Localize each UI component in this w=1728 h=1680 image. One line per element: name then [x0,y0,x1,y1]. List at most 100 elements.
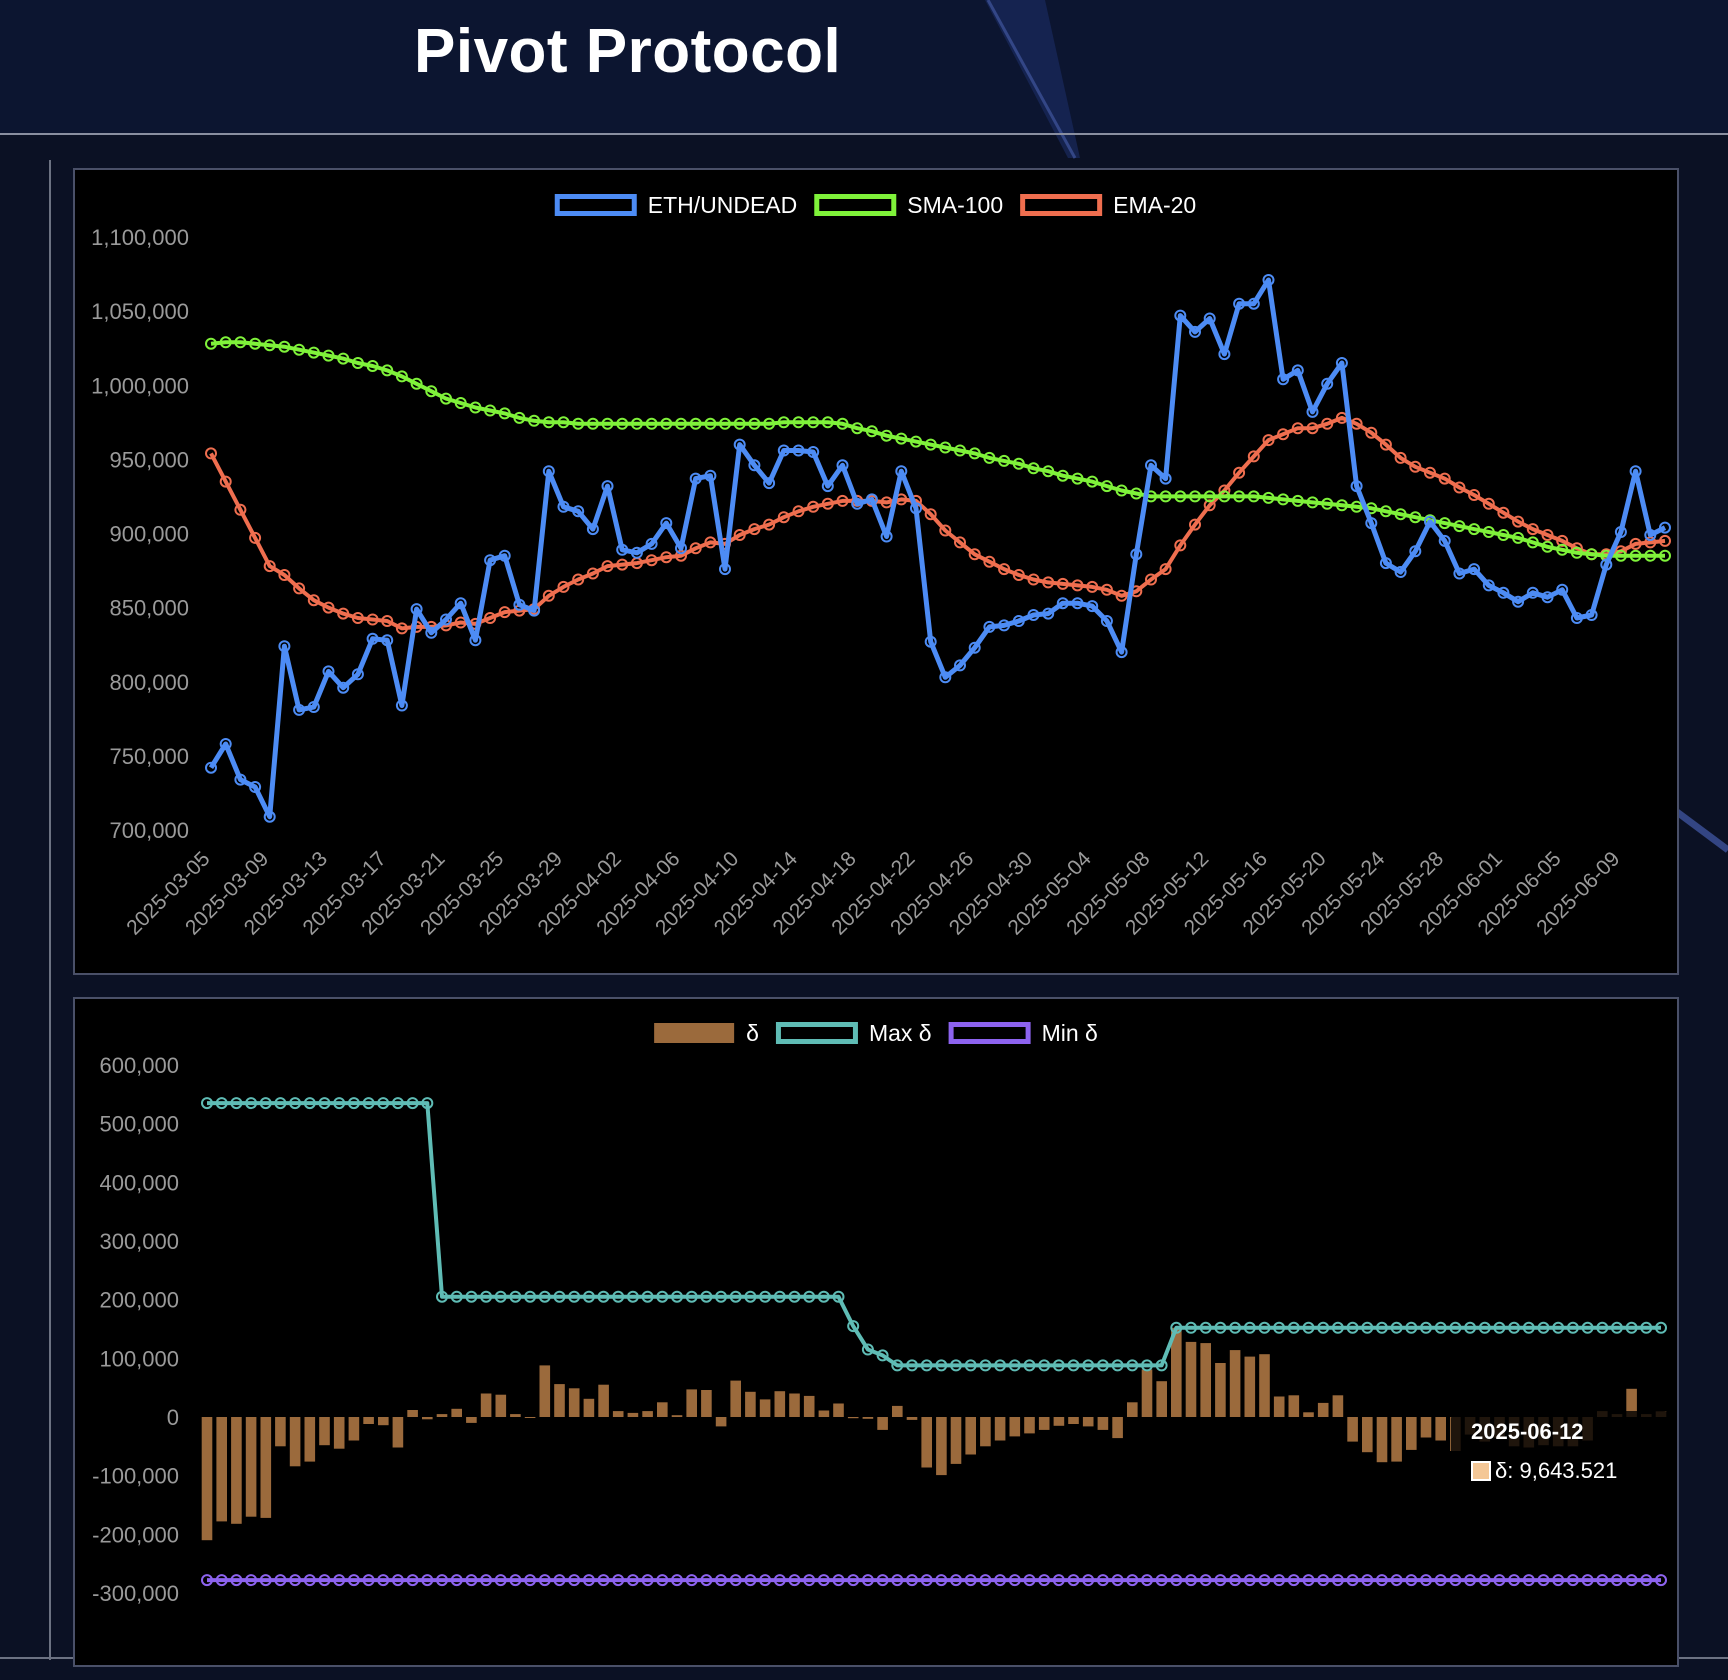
price-series-point [689,472,702,485]
sma-series-point [630,417,643,430]
max-delta-series-point [215,1097,228,1110]
max-delta-series-point [303,1097,316,1110]
min-delta-series-point [1390,1574,1403,1587]
max-delta-series-point [1610,1321,1623,1334]
sma-series-point [1056,469,1069,482]
max-delta-series-point [1214,1321,1227,1334]
min-delta-series-point [524,1574,537,1587]
sma-series-point [733,417,746,430]
min-delta-series-point [230,1574,243,1587]
max-delta-series-point [230,1097,243,1110]
min-delta-series-point [759,1574,772,1587]
min-delta-series-point [1243,1574,1256,1587]
ema-series-point [1438,472,1451,485]
delta-bar [1068,1417,1079,1424]
sma-series-point [1321,497,1334,510]
delta-bar [1391,1417,1402,1462]
max-delta-series-point [1346,1321,1359,1334]
delta-bar [759,1399,771,1417]
max-delta-series-line [207,1101,1661,1368]
min-delta-series-point [876,1574,889,1587]
price-series-point [542,465,555,478]
price-series-point [1365,517,1378,530]
min-delta-series-point [1067,1574,1080,1587]
max-delta-series-point [685,1290,698,1303]
sma-series-point [293,343,306,356]
min-delta-series-point [671,1574,683,1587]
ema-series-point [278,569,291,581]
min-delta-series-point [1023,1574,1036,1587]
ema-series-point [954,536,966,549]
max-delta-series-point [1537,1321,1550,1334]
price-series-point [910,502,922,515]
price-series-point [836,459,849,472]
max-delta-series-point [891,1359,904,1372]
ema-series-point [1541,529,1554,541]
sma-series-point [498,407,511,420]
max-delta-series-point [1434,1321,1447,1334]
min-delta-series-point [1331,1574,1344,1587]
max-delta-series-point [1361,1321,1374,1334]
sma-series-point [351,357,364,369]
delta-bar [1362,1417,1373,1453]
max-delta-series-point [803,1290,816,1303]
price-chart[interactable]: 700,000 750,000 800,000 850,000 900,000 950,0… [75,170,1677,973]
price-series-point [1526,586,1539,599]
ema-series-point [1482,497,1495,510]
price-series-point [249,781,262,793]
ema-series-point [1365,426,1378,439]
legend-label: EMA-20 [1113,192,1196,218]
max-delta-series-point [964,1359,977,1372]
ema-series-point [1159,563,1172,576]
min-delta-series-point [1258,1574,1271,1587]
sma-series-point [807,416,820,429]
price-series-point [880,530,893,543]
delta-bar [539,1365,551,1417]
price-series-point [1042,607,1055,620]
ema-series-point [1453,481,1466,494]
legend-swatch [554,194,637,216]
delta-bar [275,1417,286,1447]
ema-series-point [777,511,790,524]
max-delta-series-point [1155,1359,1168,1372]
max-delta-series-point [582,1290,595,1303]
delta-bar [612,1411,624,1417]
delta-bar [319,1417,330,1446]
delta-bar [877,1417,888,1430]
max-delta-series-point [1229,1321,1242,1334]
tooltip-series: δ [1495,1458,1508,1483]
sma-series-point [675,417,687,430]
price-series-point [469,634,482,647]
max-delta-series-point [847,1320,860,1333]
max-delta-series-point [1067,1359,1080,1372]
sma-series-point [557,416,570,429]
price-series-point [1291,364,1304,377]
max-delta-series-point [1375,1321,1388,1334]
ema-series-point [1086,580,1099,593]
sma-series-point [410,377,423,390]
y-tick-label: -300,000 [92,1581,179,1606]
y-tick-label: 100,000 [99,1346,179,1371]
max-delta-series-point [1243,1321,1256,1334]
price-series-point [366,632,379,645]
min-delta-series-point [685,1574,698,1587]
min-delta-series-point [1625,1574,1638,1587]
max-delta-series-point [1111,1359,1124,1372]
price-series-point [395,699,408,712]
price-series-point [1130,548,1143,561]
price-series-point [1409,545,1422,558]
min-delta-series-point [377,1574,390,1587]
sma-series-point [1247,490,1260,503]
sma-series-point [1335,499,1348,512]
min-delta-series-point [1052,1574,1065,1587]
max-delta-series-point [1405,1321,1418,1334]
max-delta-series-point [656,1290,669,1303]
delta-bar [1024,1417,1035,1434]
delta-bar [1185,1341,1197,1417]
y-tick-label: 850,000 [109,596,189,621]
price-series-point [1247,297,1260,310]
delta-chart[interactable]: -300,000 -200,000 -100,000 0 100,000 200,000 3… [75,999,1677,1665]
min-delta-series-point [391,1574,404,1587]
sma-series-point [1218,490,1231,503]
delta-bar [730,1380,741,1417]
